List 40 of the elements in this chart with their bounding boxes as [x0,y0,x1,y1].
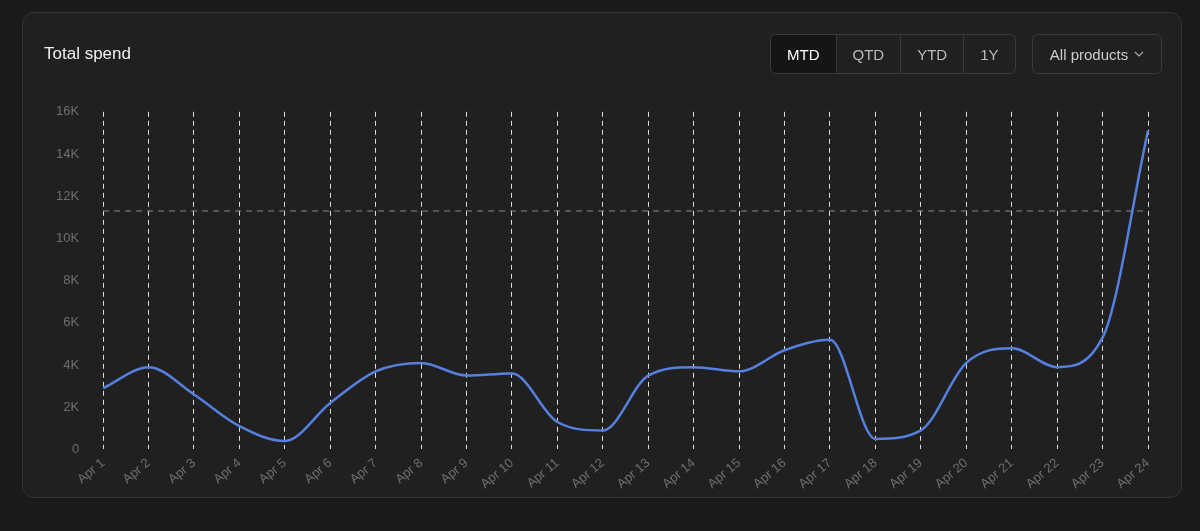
x-tick-label: Apr 21 [976,454,1016,492]
y-tick-label: 8K [63,272,80,288]
x-tick-label: Apr 6 [301,454,335,487]
text: 1Y [963,35,1015,73]
x-tick-label: Apr 19 [886,454,926,492]
x-tick-label: Apr 20 [931,454,971,492]
y-tick-label: 0 [71,441,80,457]
x-tick-label: Apr 9 [437,454,471,487]
x-tick-label: Apr 23 [1067,454,1107,492]
line-series [101,129,1150,443]
y-tick-label: 6K [63,314,80,330]
x-tick-label: Apr 3 [164,454,199,487]
y-tick-label: 10K [55,229,80,245]
y-tick-label: 12K [55,187,80,203]
x-tick-label: Apr 10 [477,454,517,492]
x-tick-label: Apr 2 [119,454,153,487]
x-tick-label: Apr 8 [391,454,426,487]
text: YTD [900,35,964,73]
x-tick-label: Apr 1 [73,454,108,487]
text: MTD [771,35,836,73]
y-tick-label: 2K [63,398,80,414]
x-tick-label: Apr 14 [658,454,698,492]
x-tick-label: Apr 24 [1113,454,1153,492]
y-tick-label: 4K [63,356,80,372]
x-tick-label: Apr 11 [523,454,562,491]
text: All products [1049,45,1129,63]
x-tick-label: Apr 5 [255,454,290,487]
x-tick-label: Apr 17 [795,454,835,492]
text: QTD [835,35,901,73]
x-tick-label: Apr 15 [704,454,744,492]
x-tick-label: Apr 7 [346,454,380,487]
chart-title: Total spend [44,44,131,64]
x-tick-label: Apr 16 [749,454,789,492]
y-tick-label: 14K [55,145,80,161]
x-tick-label: Apr 12 [568,454,608,492]
y-tick-label: 16K [55,103,80,119]
x-tick-label: Apr 4 [210,454,244,487]
x-tick-label: Apr 18 [840,454,880,492]
x-tick-label: Apr 22 [1022,454,1062,492]
x-tick-label: Apr 13 [613,454,653,492]
